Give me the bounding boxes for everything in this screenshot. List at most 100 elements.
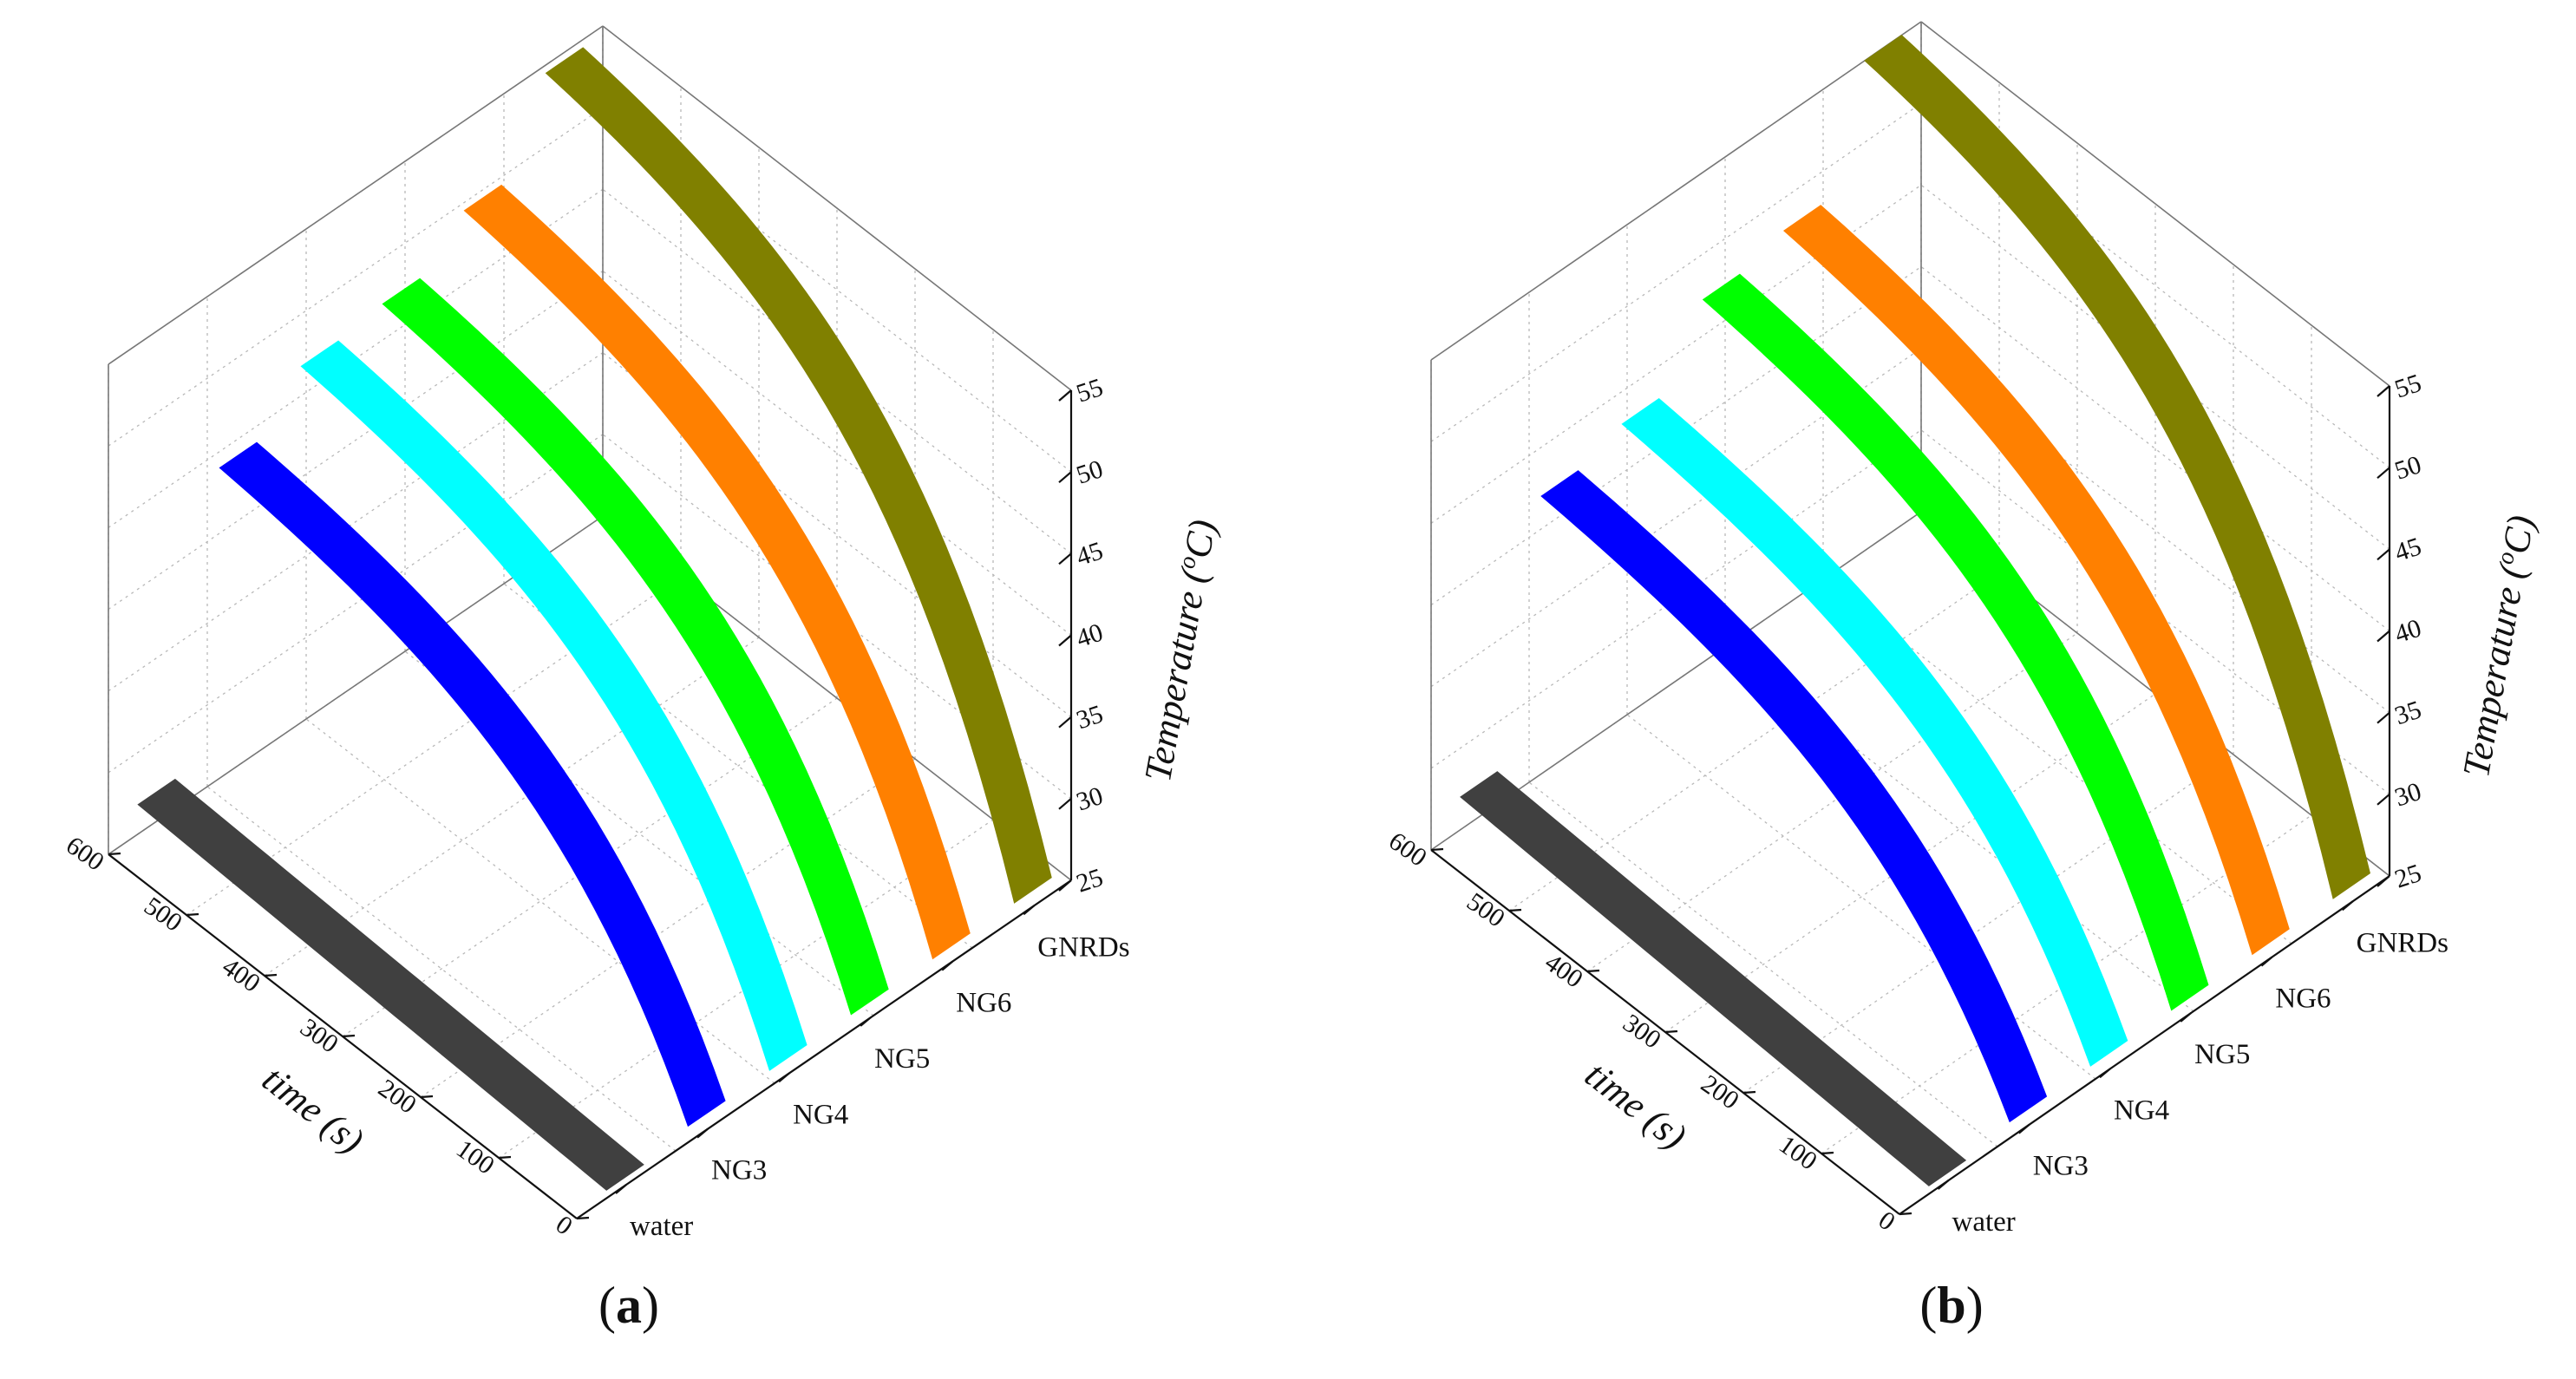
temperature-tick bbox=[2377, 630, 2390, 643]
caption-letter: a bbox=[616, 1277, 642, 1334]
grid-line bbox=[1430, 348, 1922, 688]
panel-caption: (a) bbox=[598, 1277, 659, 1334]
category-tick bbox=[1023, 905, 1035, 916]
category-tick bbox=[2341, 900, 2354, 912]
temperature-axis-title: Temperature (oC) bbox=[1136, 516, 1225, 784]
temperature-tick-label: 40 bbox=[1073, 618, 1107, 654]
category-tick bbox=[696, 1127, 709, 1139]
caption-open: ( bbox=[1919, 1277, 1937, 1334]
temperature-axis-title: Temperature (oC) bbox=[2455, 512, 2543, 780]
category-label-ng6: NG6 bbox=[956, 988, 1011, 1019]
temperature-tick-label: 25 bbox=[1073, 863, 1107, 899]
grid-line bbox=[1821, 814, 2312, 1154]
ribbon-ng6 bbox=[1782, 205, 2290, 956]
temperature-tick-label: 25 bbox=[2391, 859, 2425, 894]
time-tick bbox=[1899, 1212, 1912, 1216]
caption-close: ) bbox=[1966, 1277, 1984, 1334]
box-edge bbox=[1430, 21, 1922, 361]
category-label-ng3: NG3 bbox=[711, 1155, 767, 1186]
category-tick bbox=[2099, 1068, 2111, 1079]
temperature-tick-label: 45 bbox=[2391, 532, 2425, 567]
ribbon-ng4 bbox=[1621, 397, 2128, 1067]
temperature-title-sup: o bbox=[2492, 550, 2520, 566]
grid-line bbox=[305, 718, 775, 1084]
category-label-ng5: NG5 bbox=[874, 1043, 930, 1075]
box-edge bbox=[108, 25, 604, 365]
ribbon-water bbox=[137, 778, 644, 1191]
time-tick-label: 0 bbox=[1873, 1206, 1900, 1237]
time-tick bbox=[1742, 1090, 1756, 1095]
temperature-tick bbox=[1058, 879, 1072, 892]
temperature-tick bbox=[1058, 797, 1072, 810]
temperature-tick-label: 55 bbox=[2391, 369, 2425, 404]
time-tick bbox=[1821, 1151, 1834, 1155]
time-tick bbox=[498, 1155, 512, 1160]
ribbon-ng6 bbox=[463, 184, 971, 960]
grid-line bbox=[1528, 781, 1998, 1147]
temperature-tick-label: 30 bbox=[2391, 777, 2425, 813]
category-tick bbox=[941, 960, 953, 971]
time-tick-label: 0 bbox=[551, 1210, 578, 1241]
box-edge bbox=[1920, 21, 2390, 387]
time-tick-label: 300 bbox=[295, 1013, 343, 1059]
time-tick-label: 200 bbox=[373, 1074, 422, 1120]
chart-panel-b: 0 100 200 300 400 500 600 water NG3 NG4 NG5 NG6 GNRD… bbox=[1383, 21, 2543, 1334]
time-tick-label: 100 bbox=[451, 1134, 500, 1180]
temperature-tick-label: 50 bbox=[1073, 454, 1107, 490]
time-tick bbox=[186, 912, 199, 917]
category-tick bbox=[2260, 956, 2273, 967]
ribbon-water bbox=[1460, 771, 1967, 1186]
grid-line bbox=[1430, 265, 1922, 606]
time-tick-label: 300 bbox=[1618, 1009, 1666, 1055]
chart-panel-a: 0 100 200 300 400 500 600 water NG3 NG4 NG5 NG6 GNRD… bbox=[61, 25, 1225, 1334]
temperature-tick bbox=[1058, 634, 1072, 647]
ribbon-gnrds bbox=[1864, 34, 2370, 899]
grid-line bbox=[1626, 714, 2096, 1080]
panel-caption: (b) bbox=[1919, 1277, 1983, 1334]
time-tick-label: 500 bbox=[1461, 887, 1510, 933]
time-tick-label: 600 bbox=[61, 831, 109, 877]
time-tick bbox=[108, 852, 121, 856]
category-label-gnrds: GNRDs bbox=[2357, 927, 2449, 958]
time-tick-label: 400 bbox=[1540, 948, 1588, 994]
caption-letter: b bbox=[1937, 1277, 1965, 1334]
grid-line bbox=[264, 637, 760, 977]
category-tick bbox=[2018, 1123, 2030, 1134]
time-tick bbox=[1508, 908, 1522, 912]
temperature-title-sup: o bbox=[1174, 554, 1202, 571]
category-label-ng3: NG3 bbox=[2033, 1151, 2089, 1182]
temperature-tick bbox=[2377, 793, 2390, 806]
ribbon-ng3 bbox=[219, 441, 726, 1127]
temperature-title-prefix: Temperature ( bbox=[2455, 559, 2534, 780]
caption-close: ) bbox=[642, 1277, 659, 1334]
caption-open: ( bbox=[598, 1277, 616, 1334]
category-label-ng4: NG4 bbox=[793, 1099, 848, 1130]
category-label-ng5: NG5 bbox=[2194, 1039, 2250, 1070]
grid-line bbox=[1430, 429, 1922, 769]
ribbon-ng5 bbox=[1702, 273, 2209, 1011]
grid-line bbox=[108, 270, 604, 611]
temperature-tick bbox=[2377, 467, 2390, 480]
time-tick-label: 100 bbox=[1774, 1130, 1822, 1176]
temperature-tick bbox=[1058, 389, 1072, 402]
category-label-gnrds: GNRDs bbox=[1037, 931, 1129, 963]
grid-line bbox=[1430, 102, 1922, 442]
time-tick-label: 500 bbox=[139, 892, 187, 938]
category-axis bbox=[576, 879, 1072, 1219]
temperature-tick-label: 35 bbox=[2391, 696, 2425, 731]
grid-line bbox=[206, 786, 677, 1152]
grid-line bbox=[1664, 693, 2156, 1033]
time-axis-title: time (s) bbox=[254, 1057, 371, 1162]
grid-line bbox=[108, 352, 604, 692]
ribbon-ng3 bbox=[1540, 470, 2048, 1123]
temperature-tick bbox=[1058, 471, 1072, 484]
grid-line bbox=[108, 107, 604, 447]
grid-line bbox=[1742, 754, 2234, 1094]
temperature-tick-label: 40 bbox=[2391, 614, 2425, 650]
temperature-tick-label: 55 bbox=[1073, 373, 1107, 408]
temperature-tick bbox=[1058, 552, 1072, 565]
time-tick-label: 600 bbox=[1383, 827, 1432, 872]
time-tick bbox=[1430, 847, 1444, 852]
temperature-tick-label: 30 bbox=[1073, 781, 1107, 817]
